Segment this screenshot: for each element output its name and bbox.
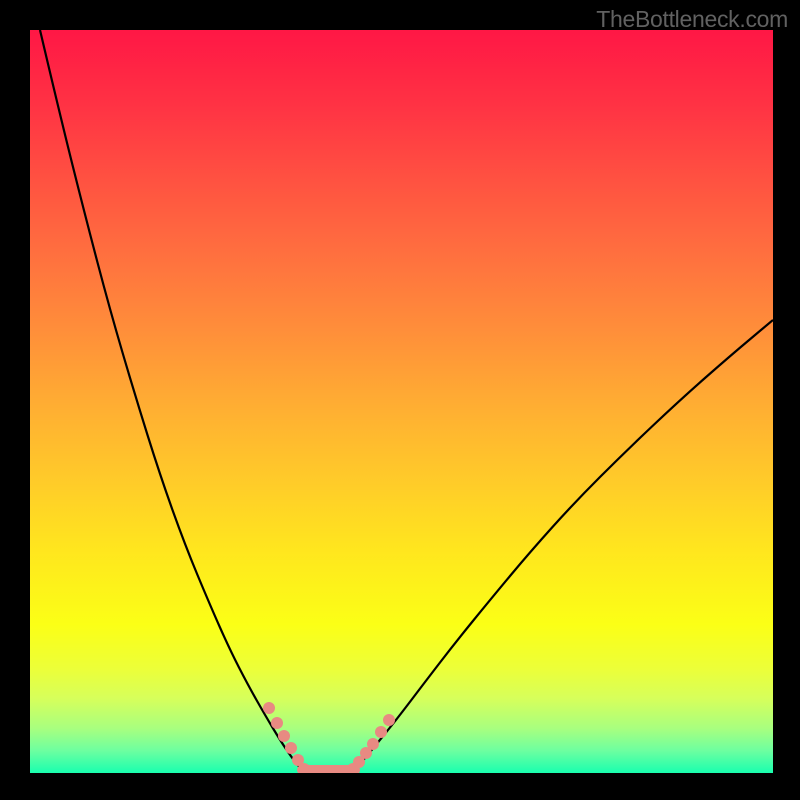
- watermark-text: TheBottleneck.com: [596, 6, 788, 33]
- data-marker: [271, 717, 283, 729]
- data-marker: [367, 738, 379, 750]
- data-marker: [285, 742, 297, 754]
- chart-svg: [30, 30, 773, 773]
- gradient-background: [30, 30, 773, 773]
- data-marker: [383, 714, 395, 726]
- data-marker: [263, 702, 275, 714]
- data-marker: [278, 730, 290, 742]
- plot-area: [30, 30, 773, 773]
- data-marker: [375, 726, 387, 738]
